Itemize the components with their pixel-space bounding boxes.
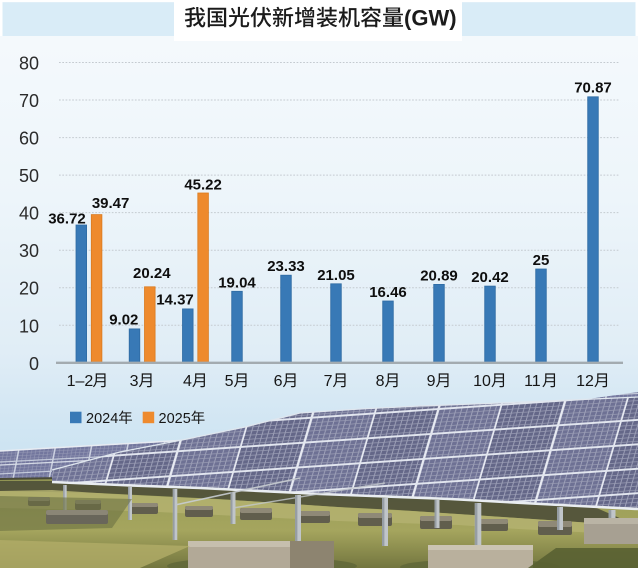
svg-text:36.72: 36.72: [48, 211, 86, 228]
svg-text:70.87: 70.87: [574, 80, 612, 97]
svg-text:8: 8: [376, 373, 385, 390]
svg-text:3: 3: [130, 373, 139, 390]
svg-text:14.37: 14.37: [156, 292, 194, 309]
svg-text:19.04: 19.04: [218, 274, 256, 291]
svg-text:2025: 2025: [159, 411, 191, 427]
svg-text:39.47: 39.47: [92, 195, 130, 212]
svg-text:6: 6: [274, 373, 283, 390]
svg-text:30: 30: [19, 241, 39, 261]
svg-text:10: 10: [473, 373, 491, 390]
svg-text:20.42: 20.42: [471, 269, 509, 286]
svg-text:7: 7: [324, 373, 333, 390]
svg-text:80: 80: [19, 54, 39, 74]
svg-text:12: 12: [576, 373, 594, 390]
svg-text:(GW): (GW): [404, 5, 457, 30]
svg-text:5: 5: [225, 373, 234, 390]
svg-text:20.89: 20.89: [420, 267, 458, 284]
svg-text:4: 4: [183, 373, 192, 390]
svg-text:20: 20: [19, 279, 39, 299]
svg-text:1–2: 1–2: [67, 373, 94, 390]
svg-text:9.02: 9.02: [109, 312, 138, 329]
svg-text:10: 10: [19, 316, 39, 336]
svg-text:45.22: 45.22: [184, 176, 222, 193]
svg-text:2024: 2024: [86, 411, 118, 427]
svg-text:21.05: 21.05: [317, 267, 355, 284]
svg-text:16.46: 16.46: [369, 284, 407, 301]
svg-text:70: 70: [19, 91, 39, 111]
svg-text:9: 9: [427, 373, 436, 390]
svg-text:50: 50: [19, 166, 39, 186]
svg-text:60: 60: [19, 129, 39, 149]
svg-text:25: 25: [533, 252, 550, 269]
svg-text:23.33: 23.33: [267, 258, 305, 275]
svg-text:0: 0: [29, 354, 39, 374]
svg-text:40: 40: [19, 204, 39, 224]
svg-text:20.24: 20.24: [133, 265, 171, 282]
svg-text:11: 11: [524, 373, 541, 390]
